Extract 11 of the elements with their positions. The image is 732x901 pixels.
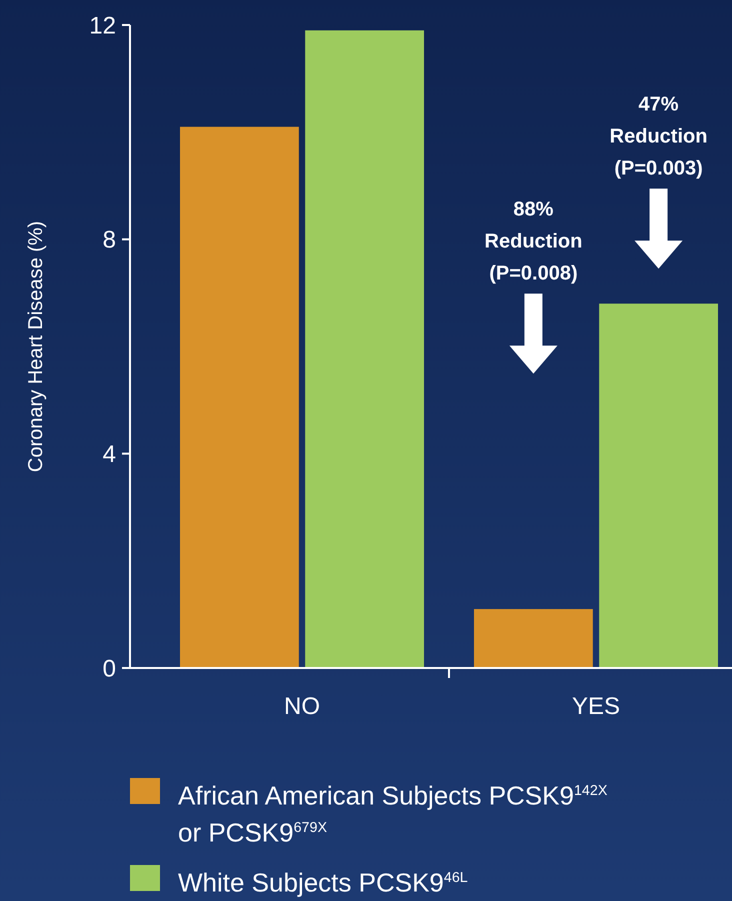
- legend-label: White Subjects PCSK9$^{46L}$: [178, 868, 468, 898]
- annotation: 88% Reduction (P=0.008): [484, 198, 582, 285]
- y-tick-label: 4: [102, 441, 116, 468]
- text: African American Subjects PCSK9$^{142X}$ or PCSK9$^{679X}$: [178, 780, 608, 848]
- y-axis-title: Coronary Heart Disease (%): [25, 220, 47, 472]
- y-tick-label: 8: [102, 226, 116, 254]
- y-tick-label: 0: [102, 655, 116, 682]
- x-tick-label: NO: [284, 693, 320, 720]
- annotation: 47% Reduction (P=0.003): [610, 94, 708, 180]
- y-tick-label: 12: [89, 12, 116, 40]
- x-tick-label: YES: [572, 693, 620, 720]
